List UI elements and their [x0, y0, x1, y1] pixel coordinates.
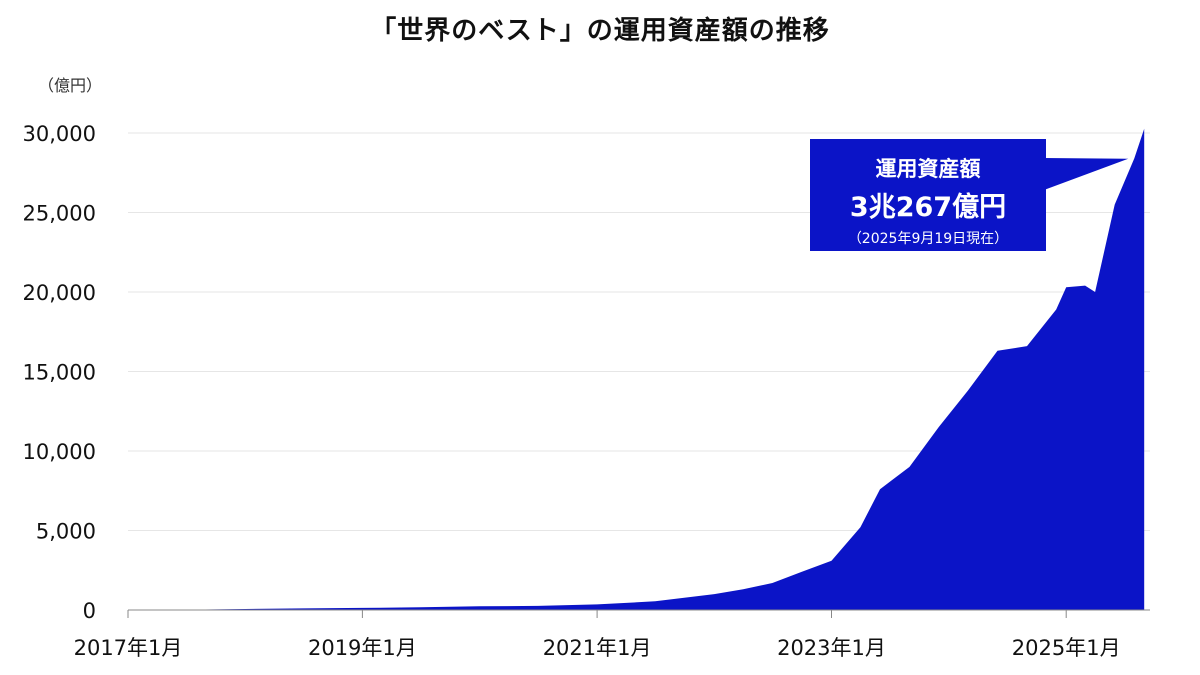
y-axis-unit-label: （億円）	[38, 76, 103, 95]
x-tick-label: 2025年1月	[1012, 636, 1121, 660]
x-tick-label: 2017年1月	[74, 636, 183, 660]
x-tick-label: 2019年1月	[308, 636, 417, 660]
y-tick-label: 15,000	[23, 361, 96, 385]
chart-title: 「世界のベスト」の運用資産額の推移	[370, 16, 830, 46]
y-tick-label: 10,000	[23, 440, 96, 464]
y-axis-ticks: 0 5,000 10,000 15,000 20,000 25,000 30,000	[23, 122, 96, 623]
callout-title: 運用資産額	[875, 157, 981, 181]
callout-value: 3兆267億円	[849, 192, 1007, 223]
aum-area-series	[128, 128, 1145, 611]
x-tick-label: 2023年1月	[777, 636, 886, 660]
callout-box: 運用資産額 3兆267億円 （2025年9月19日現在）	[810, 139, 1046, 251]
callout-date: （2025年9月19日現在）	[847, 231, 1009, 247]
y-tick-label: 0	[83, 599, 96, 623]
y-tick-label: 30,000	[23, 122, 96, 146]
x-tick-label: 2021年1月	[543, 636, 652, 660]
y-tick-label: 20,000	[23, 281, 96, 305]
y-tick-label: 25,000	[23, 202, 96, 226]
x-axis-ticks: 2017年1月 2019年1月 2021年1月 2023年1月 2025年1月	[74, 610, 1121, 660]
callout-pointer	[1044, 158, 1129, 190]
y-tick-label: 5,000	[36, 520, 96, 544]
